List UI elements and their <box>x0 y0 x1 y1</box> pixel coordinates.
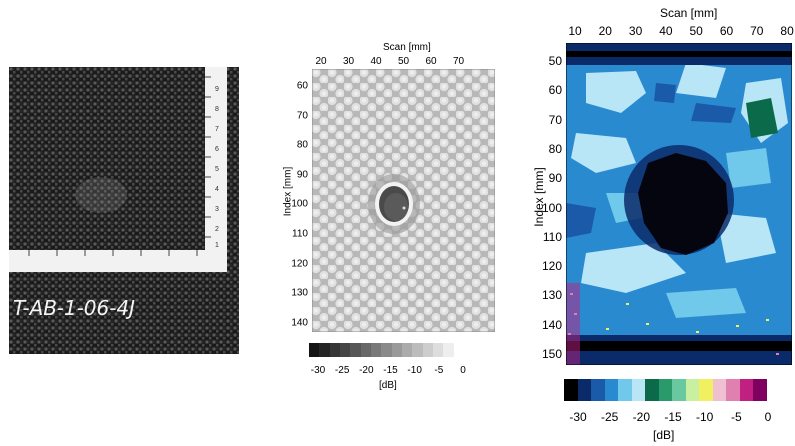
colorbar-swatch <box>577 379 592 401</box>
color-y-tick: 50 <box>548 54 562 68</box>
color-y-tick: 120 <box>541 259 562 274</box>
gray-x-tick: 50 <box>397 56 410 67</box>
color-x-tick: 20 <box>598 24 612 38</box>
colorbar-swatch <box>672 379 687 401</box>
colorbar-swatch <box>319 343 331 357</box>
gray-x-tick: 30 <box>342 56 355 67</box>
colorbar-swatch <box>329 343 341 357</box>
gray-y-tick: 90 <box>296 169 308 181</box>
colorbar-swatch <box>753 379 768 401</box>
colorbar-swatch <box>391 343 403 357</box>
colorbar-swatch <box>645 379 660 401</box>
gray-y-tick: 80 <box>296 139 308 151</box>
gray-scan-image <box>312 69 495 332</box>
gray-scan-x-title: Scan [mm] <box>383 42 431 53</box>
color-colorbar <box>564 379 768 401</box>
ruler-number: 8 <box>215 106 219 113</box>
colorbar-swatch <box>564 379 579 401</box>
color-scan-x-title: Scan [mm] <box>660 6 718 20</box>
color-colorbar-tick: -25 <box>600 410 619 424</box>
gray-x-tick: 40 <box>370 56 382 67</box>
color-y-tick: 110 <box>542 229 562 244</box>
ruler-number: 2 <box>215 226 219 233</box>
colorbar-swatch <box>381 343 393 357</box>
gray-x-tick: 70 <box>452 56 465 67</box>
colorbar-swatch <box>658 379 673 401</box>
gray-colorbar-unit: [dB] <box>379 380 397 391</box>
color-y-tick: 140 <box>541 317 562 332</box>
gray-colorbar <box>309 343 465 357</box>
gray-y-tick: 60 <box>296 80 308 92</box>
color-y-tick: 130 <box>541 288 562 303</box>
gray-x-tick: 20 <box>315 56 327 67</box>
gray-x-tick: 60 <box>425 56 437 67</box>
specimen-label: T-AB-1-06-4J <box>13 296 135 320</box>
gray-y-tick: 130 <box>291 287 308 299</box>
ruler-number: 4 <box>215 186 219 193</box>
colorbar-swatch <box>309 343 320 357</box>
colorbar-swatch <box>453 343 465 357</box>
color-colorbar-tick: -10 <box>695 410 714 424</box>
color-x-tick: 10 <box>568 24 582 38</box>
colorbar-swatch <box>739 379 754 401</box>
color-x-tick: 30 <box>628 24 643 38</box>
color-y-tick: 70 <box>548 112 562 127</box>
gray-y-tick: 110 <box>292 228 308 240</box>
colorbar-swatch <box>371 343 382 357</box>
color-colorbar-tick: -15 <box>664 410 682 424</box>
colorbar-swatch <box>604 379 619 401</box>
colorbar-swatch <box>712 379 727 401</box>
color-x-tick: 40 <box>659 24 673 38</box>
gray-colorbar-tick: -20 <box>359 365 374 376</box>
color-colorbar-unit: [dB] <box>653 428 675 442</box>
gray-colorbar-tick: -15 <box>383 365 398 376</box>
color-x-tick: 50 <box>689 24 703 38</box>
ruler-number: 1 <box>215 242 219 249</box>
color-colorbar-tick: -5 <box>730 410 742 424</box>
colorbar-swatch <box>402 343 413 357</box>
colorbar-swatch <box>350 343 362 357</box>
color-y-tick: 80 <box>548 141 562 156</box>
color-colorbar-tick: 0 <box>764 410 772 424</box>
colorbar-swatch <box>685 379 700 401</box>
gray-colorbar-tick: -10 <box>407 365 422 376</box>
gray-colorbar-tick: -25 <box>334 365 350 376</box>
gray-y-tick: 140 <box>291 317 308 329</box>
colorbar-swatch <box>443 343 455 357</box>
ruler-number: 3 <box>215 206 219 213</box>
color-x-tick: 80 <box>780 24 794 38</box>
color-y-tick: 100 <box>541 200 562 215</box>
colorbar-swatch <box>412 343 424 357</box>
color-y-tick: 150 <box>541 347 562 361</box>
ruler-number: 6 <box>215 146 219 153</box>
colorbar-swatch <box>422 343 434 357</box>
color-scan-image <box>566 43 792 365</box>
colorbar-swatch <box>340 343 351 357</box>
ruler-number: 7 <box>215 126 219 133</box>
gray-colorbar-tick: -5 <box>434 365 444 376</box>
colorbar-swatch <box>433 343 444 357</box>
ruler-number: 5 <box>215 166 219 173</box>
gray-y-tick: 70 <box>296 110 308 122</box>
colorbar-swatch <box>631 379 646 401</box>
gray-y-tick: 120 <box>291 258 308 270</box>
color-scan-y-title: Index [mm] <box>532 167 546 227</box>
color-y-tick: 60 <box>548 83 562 98</box>
color-colorbar-tick: -30 <box>569 410 587 424</box>
colorbar-swatch <box>699 379 714 401</box>
colorbar-swatch <box>726 379 741 401</box>
color-colorbar-tick: -20 <box>632 410 650 424</box>
color-x-tick: 60 <box>719 24 734 38</box>
colorbar-swatch <box>360 343 372 357</box>
specimen-photo: 9 8 7 6 5 4 3 2 1 T-AB-1-06-4J <box>9 67 239 354</box>
gray-colorbar-tick: -30 <box>310 365 326 376</box>
colorbar-swatch <box>618 379 633 401</box>
gray-y-tick: 100 <box>291 198 308 210</box>
gray-colorbar-tick: 0 <box>460 365 466 376</box>
colorbar-swatch <box>591 379 606 401</box>
gray-scan-y-title: Index [mm] <box>282 166 294 217</box>
color-x-tick: 70 <box>750 24 764 38</box>
color-y-tick: 90 <box>548 171 562 186</box>
ruler-number: 9 <box>215 86 219 93</box>
